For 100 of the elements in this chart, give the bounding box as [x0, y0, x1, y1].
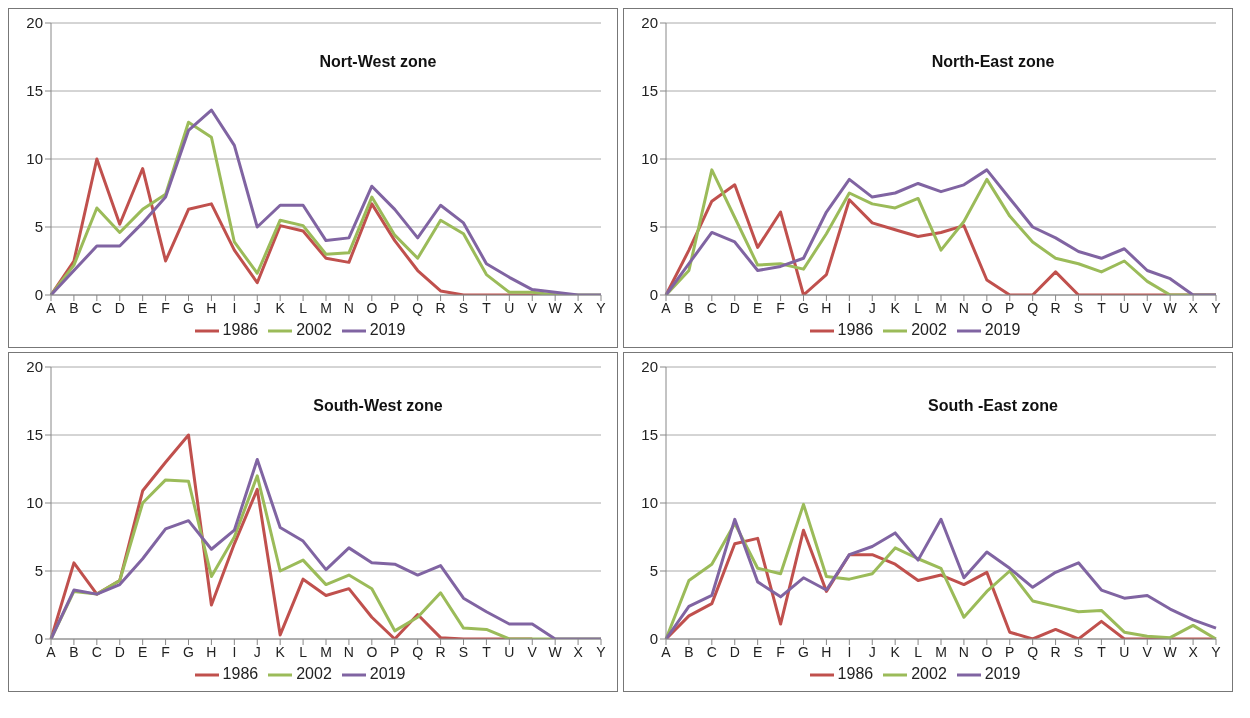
y-tick-label: 20 — [26, 14, 43, 32]
legend-label: 2002 — [296, 321, 332, 339]
x-tick-label: S — [458, 299, 469, 316]
x-tick-label: X — [1188, 643, 1199, 660]
x-tick-label: I — [232, 643, 237, 660]
x-tick-label: G — [798, 643, 809, 660]
x-tick-label: I — [847, 643, 852, 660]
y-tick-label: 0 — [649, 630, 658, 648]
text: North-East zone — [930, 53, 1056, 71]
x-tick-label: I — [847, 299, 852, 316]
x-tick-label: A — [46, 299, 57, 316]
x-tick-label: C — [706, 643, 717, 660]
y-tick-label: 15 — [26, 82, 43, 100]
x-tick-label: V — [527, 299, 538, 316]
y-tick-label: 20 — [641, 358, 658, 376]
x-tick-label: O — [981, 643, 993, 660]
x-tick-label: F — [161, 299, 170, 316]
text: South -East zone — [927, 397, 1059, 415]
x-tick-label: H — [206, 299, 217, 316]
x-tick-label: U — [1119, 643, 1130, 660]
x-tick-label: D — [114, 299, 125, 316]
x-tick-label: J — [868, 643, 876, 660]
x-tick-label: L — [914, 643, 923, 660]
x-tick-label: E — [752, 643, 763, 660]
x-tick-label: X — [573, 299, 584, 316]
x-tick-label: D — [729, 299, 740, 316]
legend-label: 2019 — [369, 321, 406, 339]
legend-label: 2002 — [911, 321, 947, 339]
x-tick-label: O — [366, 299, 378, 316]
x-tick-label: S — [1073, 643, 1084, 660]
y-tick-label: 5 — [649, 218, 658, 236]
x-tick-label: K — [275, 299, 286, 316]
y-tick-label: 15 — [641, 426, 658, 444]
x-tick-label: A — [661, 299, 672, 316]
x-tick-label: M — [935, 643, 947, 660]
y-tick-label: 5 — [34, 562, 43, 580]
y-tick-label: 20 — [26, 358, 43, 376]
x-tick-label: Q — [412, 299, 424, 316]
x-tick-label: C — [91, 643, 102, 660]
legend-label: 2019 — [369, 665, 406, 683]
y-tick-label: 10 — [641, 494, 658, 512]
x-tick-label: Y — [1211, 299, 1222, 316]
y-tick-label: 0 — [34, 630, 43, 648]
x-tick-label: F — [776, 643, 785, 660]
x-tick-label: K — [275, 643, 286, 660]
x-tick-label: G — [798, 299, 809, 316]
x-tick-label: I — [232, 299, 237, 316]
text: South-West zone — [312, 397, 444, 415]
x-tick-label: N — [958, 299, 969, 316]
x-tick-label: V — [1142, 643, 1153, 660]
x-tick-label: E — [137, 643, 148, 660]
y-tick-label: 15 — [26, 426, 43, 444]
x-tick-label: Y — [1211, 643, 1222, 660]
legend-label: 1986 — [222, 321, 259, 339]
x-tick-label: N — [343, 299, 354, 316]
x-tick-label: M — [935, 299, 947, 316]
x-tick-label: L — [299, 299, 308, 316]
text: Nort-West zone — [318, 53, 438, 71]
y-tick-label: 0 — [649, 286, 658, 304]
y-tick-label: 0 — [34, 286, 43, 304]
x-tick-label: W — [1163, 643, 1178, 660]
x-tick-label: F — [161, 643, 170, 660]
y-tick-label: 10 — [641, 150, 658, 168]
x-tick-label: M — [320, 643, 332, 660]
x-tick-label: U — [504, 299, 515, 316]
x-tick-label: N — [343, 643, 354, 660]
x-tick-label: T — [482, 299, 492, 316]
x-tick-label: R — [1050, 643, 1061, 660]
x-tick-label: C — [91, 299, 102, 316]
x-tick-label: B — [684, 643, 694, 660]
x-tick-label: B — [69, 643, 79, 660]
x-tick-label: P — [1005, 299, 1015, 316]
x-tick-label: T — [482, 643, 492, 660]
x-tick-label: U — [1119, 299, 1130, 316]
x-tick-label: T — [1097, 643, 1107, 660]
x-tick-label: W — [548, 299, 563, 316]
x-tick-label: K — [890, 643, 901, 660]
x-tick-label: H — [206, 643, 217, 660]
legend-label: 2002 — [911, 665, 947, 683]
x-tick-label: P — [390, 299, 400, 316]
x-tick-label: D — [729, 643, 740, 660]
x-tick-label: V — [1142, 299, 1153, 316]
x-tick-label: R — [1050, 299, 1061, 316]
x-tick-label: Q — [412, 643, 424, 660]
x-tick-label: J — [868, 299, 876, 316]
y-tick-label: 15 — [641, 82, 658, 100]
legend-label: 2019 — [984, 665, 1021, 683]
x-tick-label: B — [69, 299, 79, 316]
x-tick-label: E — [137, 299, 148, 316]
x-tick-label: W — [1163, 299, 1178, 316]
x-tick-label: S — [1073, 299, 1084, 316]
x-tick-label: M — [320, 299, 332, 316]
x-tick-label: H — [821, 299, 832, 316]
x-tick-label: J — [253, 643, 261, 660]
x-tick-label: P — [1005, 643, 1015, 660]
x-tick-label: A — [46, 643, 57, 660]
x-tick-label: Q — [1027, 299, 1039, 316]
x-tick-label: S — [458, 643, 469, 660]
x-tick-label: F — [776, 299, 785, 316]
x-tick-label: O — [981, 299, 993, 316]
